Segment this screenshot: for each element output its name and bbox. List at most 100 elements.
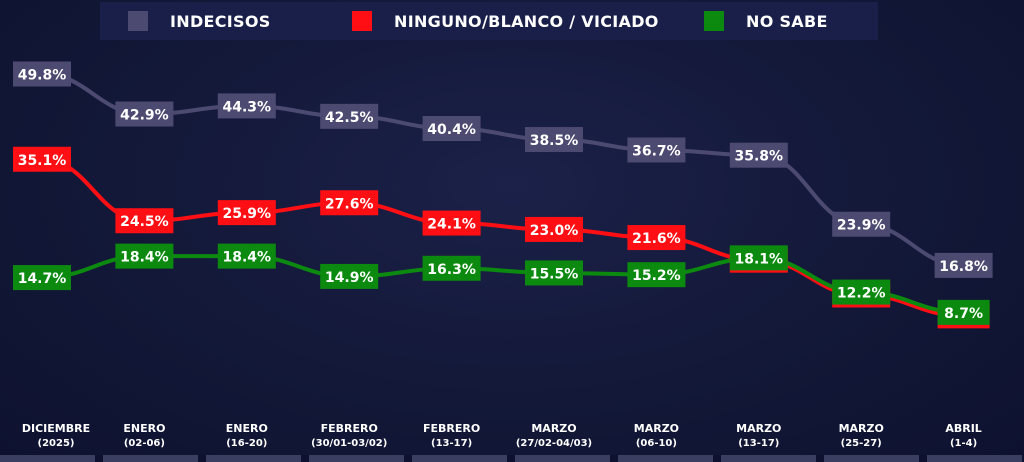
data-label-text: 15.2% <box>632 268 681 284</box>
data-label: 49.8% <box>13 61 71 87</box>
data-label: 24.5% <box>115 208 174 234</box>
series-line <box>40 254 966 315</box>
data-label: 44.3% <box>217 93 276 119</box>
x-tick-label: DICIEMBRE <box>22 422 90 435</box>
legend-label: NINGUNO/BLANCO / VICIADO <box>394 11 659 31</box>
data-label-box <box>217 93 276 119</box>
x-tick-label: FEBRERO <box>321 422 378 435</box>
x-tick-label: (13-17) <box>738 438 779 449</box>
x-axis: DICIEMBRE (2025) ENERO (02-06) ENERO (16-20) F… <box>22 422 982 449</box>
data-label: 42.5% <box>320 103 379 129</box>
data-label-text: 16.8% <box>939 259 988 275</box>
data-label: 23.0% <box>525 216 583 242</box>
data-label-text: 35.8% <box>735 149 784 165</box>
data-label-box <box>13 61 71 87</box>
data-label-box <box>115 208 174 234</box>
data-label-box <box>934 252 993 278</box>
x-tick-label: MARZO <box>531 422 576 435</box>
x-tick-label: ABRIL <box>945 422 981 435</box>
data-label-text: 24.1% <box>427 217 476 233</box>
x-tick-label: MARZO <box>736 422 781 435</box>
data-label-text: 23.9% <box>837 218 886 234</box>
data-label: 8.7% <box>937 299 990 325</box>
data-label: 25.9% <box>217 200 276 226</box>
data-label-box <box>525 216 583 242</box>
data-label-text: 14.9% <box>325 270 374 286</box>
data-label-text: 24.5% <box>120 214 169 230</box>
legend-swatch <box>704 11 724 31</box>
data-label-box <box>320 103 379 129</box>
data-label-box <box>832 211 891 237</box>
data-label: 40.4% <box>422 116 481 142</box>
x-tick-label: (06-10) <box>636 438 677 449</box>
data-label-box <box>525 127 583 153</box>
x-tick-label: (27/02-04/03) <box>516 438 592 449</box>
data-label-text: 42.5% <box>325 110 374 126</box>
x-tick-label: (1-4) <box>950 438 977 449</box>
x-tick-label: (16-20) <box>226 438 267 449</box>
legend-item: NO SABE <box>704 2 828 40</box>
data-label-text: 40.4% <box>427 122 476 138</box>
data-label: 16.8% <box>934 252 993 278</box>
legend: INDECISOS NINGUNO/BLANCO / VICIADO NO SABE <box>100 2 878 40</box>
data-label-text: 18.4% <box>120 250 169 266</box>
data-label-box <box>217 200 276 226</box>
data-label-text: 23.0% <box>530 223 579 239</box>
series-line <box>40 72 966 268</box>
data-label-box <box>627 262 686 288</box>
data-label: 18.4% <box>115 243 174 269</box>
data-label-box <box>627 225 686 251</box>
data-label-text: 38.5% <box>530 133 579 149</box>
data-label-text: 35.1% <box>18 153 67 169</box>
data-label: 12.2% <box>832 279 891 305</box>
legend-swatch <box>352 11 372 31</box>
x-tick-label: (13-17) <box>431 438 472 449</box>
data-label-box <box>627 137 686 163</box>
data-label-box <box>115 101 174 127</box>
data-label-text: 25.9% <box>223 206 272 222</box>
data-label-box <box>320 190 379 216</box>
x-tick-label: (02-06) <box>124 438 165 449</box>
x-tick-label: ENERO <box>123 422 165 435</box>
legend-label: INDECISOS <box>170 11 271 31</box>
data-label: 42.9% <box>115 101 174 127</box>
x-tick-label: MARZO <box>839 422 884 435</box>
data-label-box <box>320 263 379 289</box>
data-label: 36.7% <box>627 137 686 163</box>
data-label-box <box>832 279 891 305</box>
data-label-text: 14.7% <box>18 271 67 287</box>
data-label-box <box>422 116 481 142</box>
x-tick-label: (30/01-03/02) <box>311 438 387 449</box>
data-label-box <box>729 245 788 271</box>
data-label-box <box>937 299 990 325</box>
data-label: 18.1% <box>729 245 788 271</box>
data-label-text: 18.1% <box>735 251 784 267</box>
data-label: 14.9% <box>320 263 379 289</box>
data-label-text: 27.6% <box>325 196 374 212</box>
data-label: 35.1% <box>13 146 71 172</box>
legend-swatch <box>128 11 148 31</box>
series-line <box>40 157 966 318</box>
x-tick-label: MARZO <box>634 422 679 435</box>
data-label-text: 36.7% <box>632 143 681 159</box>
data-label-text: 21.6% <box>632 231 681 247</box>
data-label: 27.6% <box>320 190 379 216</box>
data-label-text: 12.2% <box>837 286 886 302</box>
legend-item: INDECISOS <box>128 2 271 40</box>
legend-label: NO SABE <box>746 11 828 31</box>
data-label: 38.5% <box>525 127 583 153</box>
series-lines <box>40 72 966 318</box>
data-label-text: 18.4% <box>223 250 272 266</box>
data-label-text: 8.7% <box>944 306 983 322</box>
data-label: 35.8% <box>729 142 788 168</box>
data-label-box <box>115 243 174 269</box>
data-label-box <box>422 210 481 236</box>
data-label-box <box>13 146 71 172</box>
data-label-box <box>729 142 788 168</box>
data-label: 16.3% <box>422 255 481 281</box>
data-label-box <box>217 243 276 269</box>
data-label: 24.1% <box>422 210 481 236</box>
data-label: 18.4% <box>217 243 276 269</box>
data-label-text: 42.9% <box>120 108 169 124</box>
data-label: 21.6% <box>627 225 686 251</box>
